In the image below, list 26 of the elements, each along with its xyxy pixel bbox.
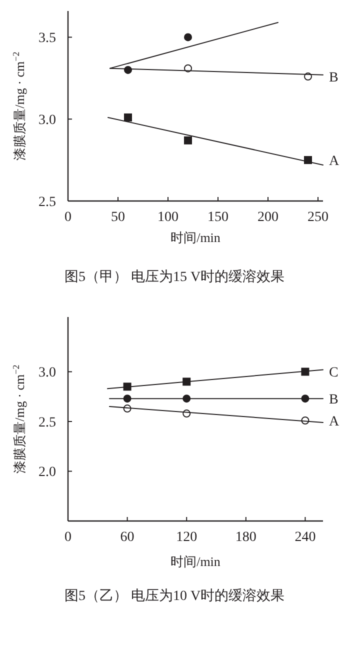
x-tick-label: 0 [64,530,72,545]
x-tick-label: 250 [308,210,328,225]
x-tick-label: 60 [120,530,134,545]
text: 图5（甲） 电压为15 V时的缓溶效果 [64,269,285,285]
x-tick-label: 200 [258,210,278,225]
x-tick-label: 120 [176,530,198,545]
x-tick-label: 50 [111,210,125,225]
x-axis-title: 时间/min [170,230,221,245]
y-tick-label: 2.5 [38,415,56,430]
series-label: B [329,392,338,408]
x-tick-label: 150 [208,210,228,225]
y-tick-label: 3.0 [38,366,56,381]
x-tick-label: 180 [235,530,256,545]
y-tick-label: 2.5 [38,195,56,210]
text: 图5（乙） 电压为10 V时的缓溶效果 [64,588,285,604]
series-label: A [329,414,340,430]
y-tick-label: 2.0 [38,465,56,480]
series-label: C [329,366,338,381]
y-tick-label: 3.0 [38,113,56,128]
x-tick-label: 0 [64,210,72,225]
x-axis-title: 时间/min [170,554,221,569]
x-tick-label: 100 [158,210,178,225]
x-tick-label: 240 [294,530,316,545]
series-label: A [329,154,340,170]
series-label: B [329,70,338,86]
y-tick-label: 3.5 [38,31,56,46]
